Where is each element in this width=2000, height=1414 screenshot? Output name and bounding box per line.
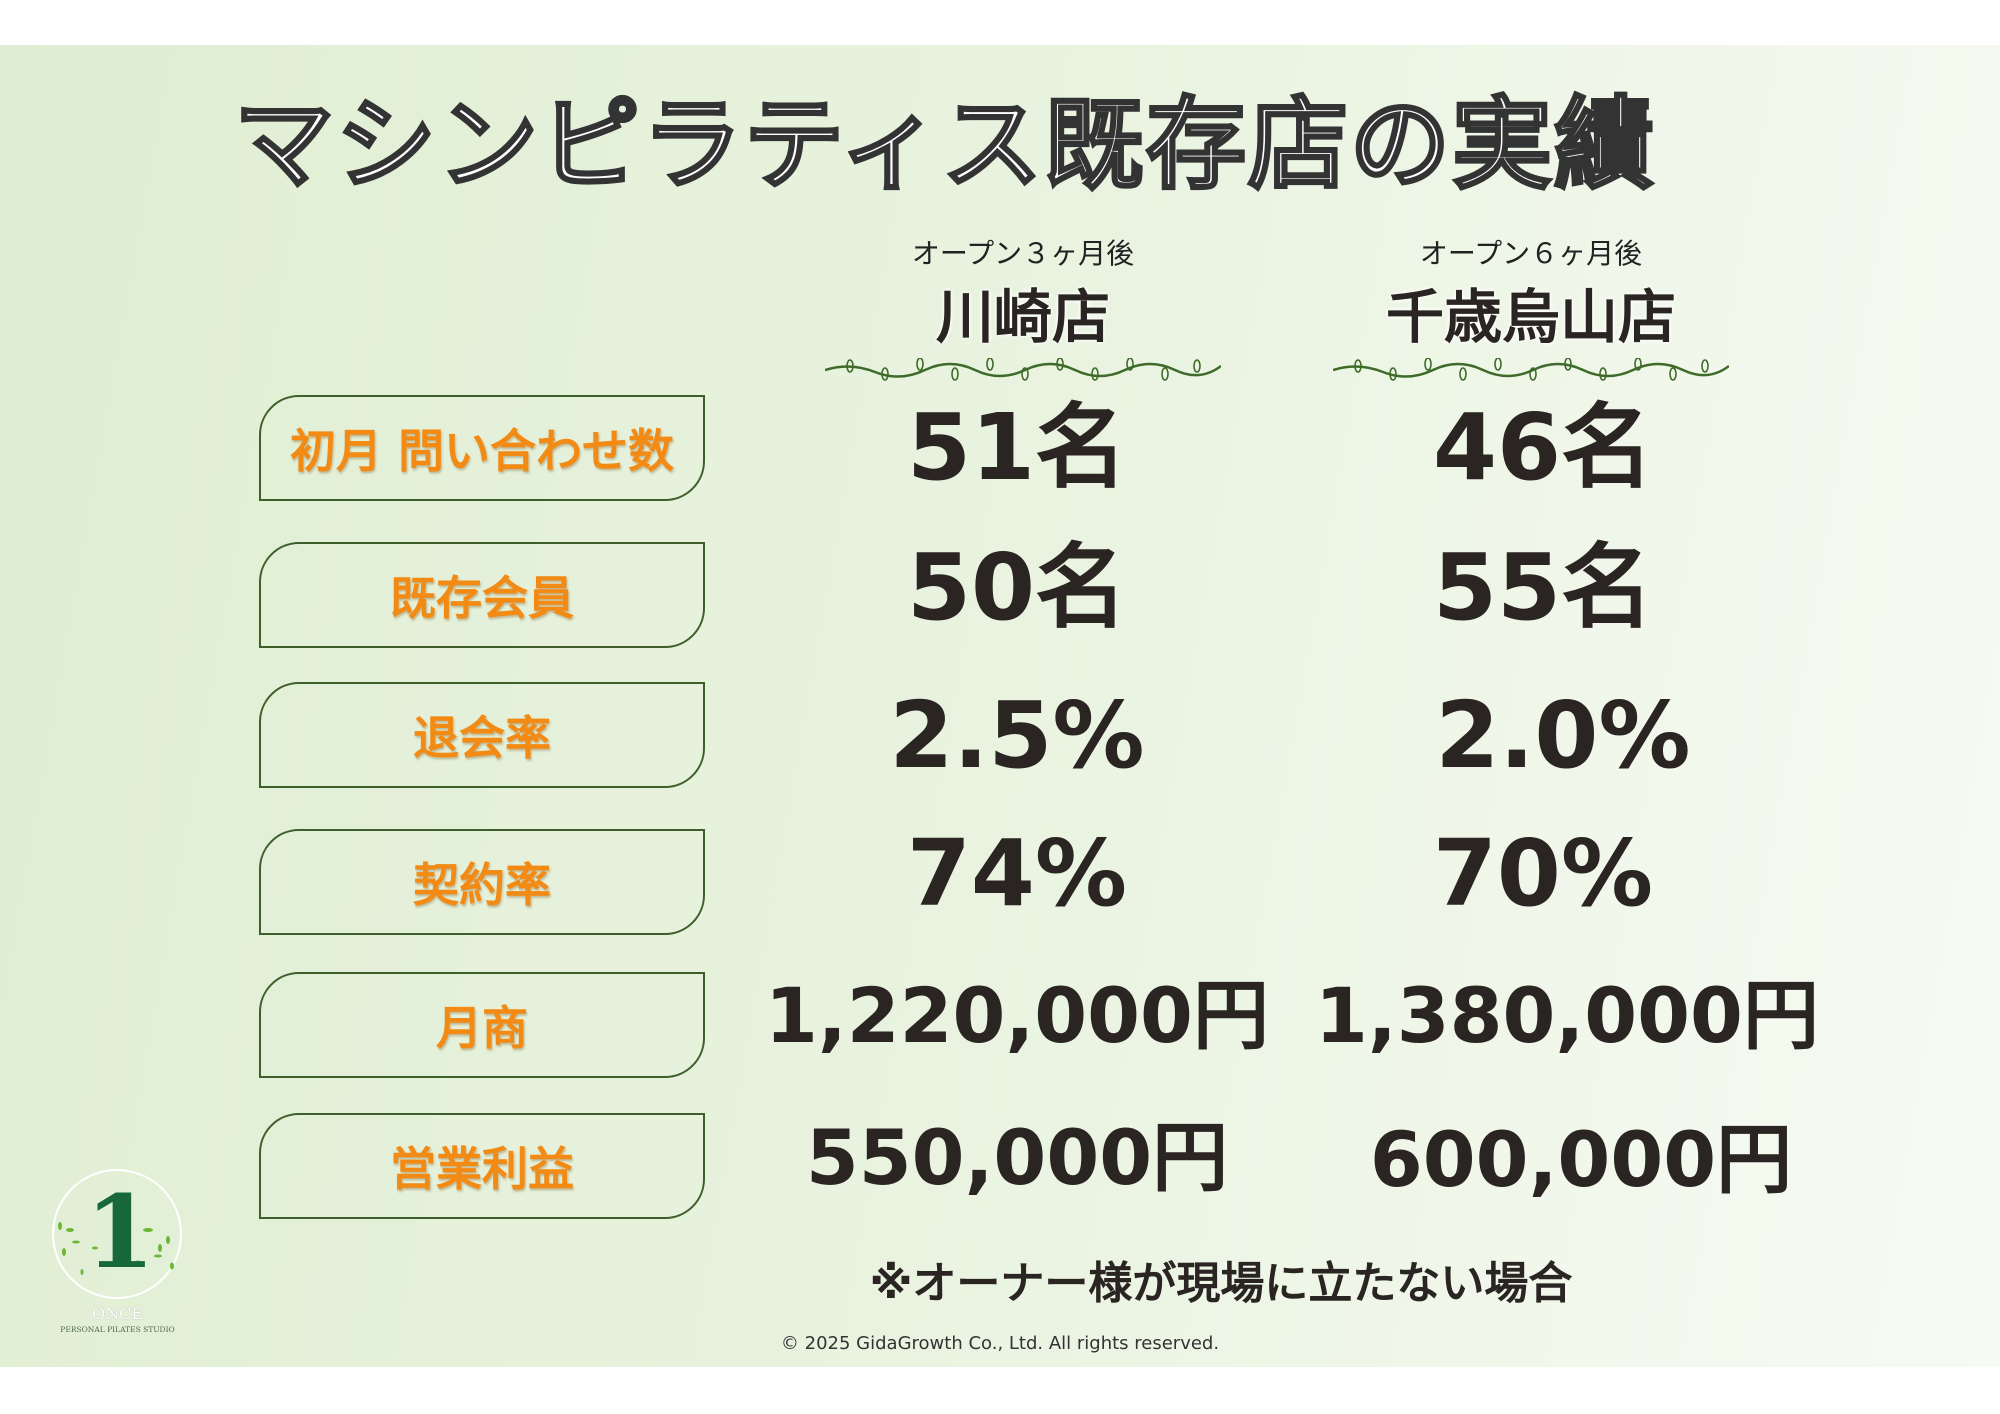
footnote: ※オーナー様が現場に立たない場合	[869, 1258, 1573, 1309]
slide-background	[0, 45, 2000, 1367]
column-header-kawasaki: オープン３ヶ月後 川崎店	[773, 240, 1273, 382]
copyright: © 2025 GidaGrowth Co., Ltd. All rights r…	[780, 1333, 1220, 1354]
value-kawasaki-contract: 74%	[906, 820, 1128, 927]
value-chitose-contract: 70%	[1432, 820, 1654, 927]
vine-divider-icon	[1333, 358, 1729, 381]
value-kawasaki-churn: 2.5%	[889, 682, 1145, 789]
value-chitose-profit: 600,000円	[1369, 1115, 1793, 1204]
row-label-churn-rate: 退会率	[259, 682, 705, 788]
vine-divider-icon	[825, 358, 1221, 381]
value-chitose-sales: 1,380,000円	[1315, 971, 1819, 1060]
logo-numeral: 1	[85, 1173, 155, 1291]
value-kawasaki-members: 50名	[906, 534, 1128, 641]
store-name: 千歳烏山店	[1385, 283, 1676, 351]
logo-name: ONCE	[91, 1304, 144, 1323]
value-chitose-churn: 2.0%	[1435, 682, 1691, 789]
row-label-contract-rate: 契約率	[259, 829, 705, 935]
value-kawasaki-profit: 550,000円	[805, 1113, 1229, 1202]
once-logo: 1 ONCE PERSONAL PILATES STUDIO	[50, 1168, 185, 1338]
store-name: 川崎店	[935, 283, 1110, 351]
row-label-operating-profit: 営業利益	[259, 1113, 705, 1219]
logo-tagline: PERSONAL PILATES STUDIO	[60, 1325, 175, 1334]
column-subtitle: オープン３ヶ月後	[911, 237, 1135, 270]
column-header-chitose-karasuyama: オープン６ヶ月後 千歳烏山店	[1281, 240, 1781, 382]
value-chitose-members: 55名	[1432, 534, 1654, 641]
row-label-inquiries: 初月 問い合わせ数	[259, 395, 705, 501]
column-subtitle: オープン６ヶ月後	[1419, 237, 1643, 270]
value-chitose-inquiries: 46名	[1432, 394, 1654, 501]
value-kawasaki-inquiries: 51名	[906, 394, 1128, 501]
page-title: マシンピラティス既存店の実績	[233, 86, 1656, 203]
value-kawasaki-sales: 1,220,000円	[765, 971, 1269, 1060]
leaf-circle-icon	[52, 1169, 182, 1299]
row-label-monthly-sales: 月商	[259, 972, 705, 1078]
row-label-members: 既存会員	[259, 542, 705, 648]
